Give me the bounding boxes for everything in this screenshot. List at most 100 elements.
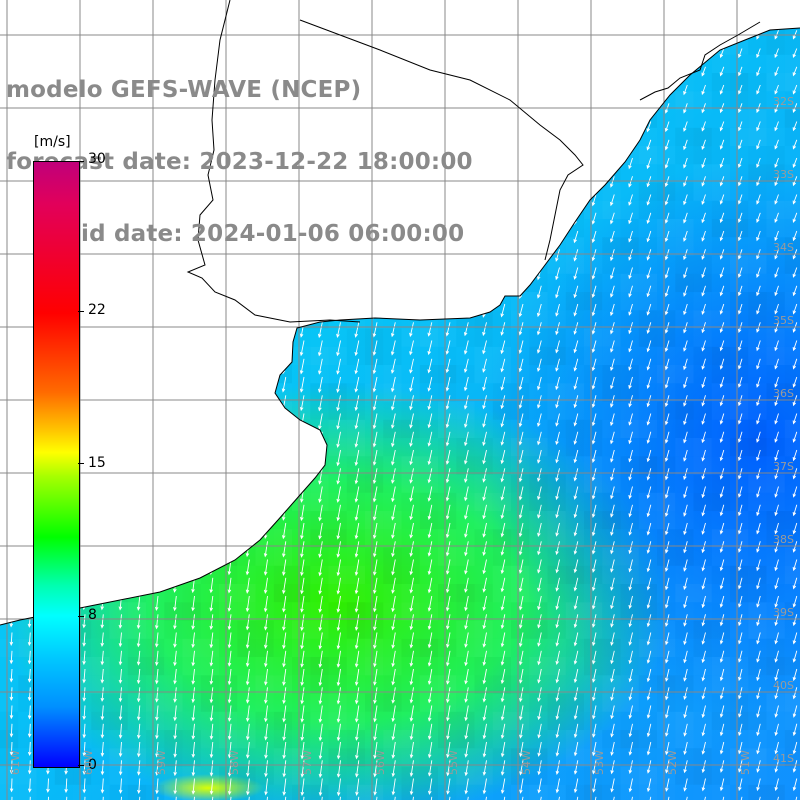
wind-arrow: [628, 376, 633, 390]
wind-arrow: [282, 577, 287, 595]
wind-arrow: [792, 522, 798, 535]
wind-arrow: [373, 723, 378, 741]
wind-arrow: [701, 139, 706, 150]
wind-arrow: [573, 285, 579, 299]
lon-label: 52W: [666, 750, 679, 775]
wind-arrow: [683, 267, 688, 279]
wind-arrow: [665, 705, 670, 719]
wind-arrow: [191, 687, 195, 704]
wind-arrow: [683, 541, 688, 554]
wind-arrow: [683, 212, 688, 224]
wind-arrow: [537, 705, 542, 721]
wind-arrow: [155, 687, 159, 703]
wind-arrow: [263, 541, 268, 558]
wind-arrow: [738, 577, 743, 590]
wind-arrow: [664, 541, 670, 554]
wind-arrow: [391, 595, 396, 613]
lon-label: 61W: [9, 750, 22, 775]
wind-arrow: [737, 504, 743, 517]
wind-arrow: [209, 577, 214, 594]
wind-arrow: [610, 687, 615, 702]
wind-arrow: [500, 376, 506, 391]
wind-arrow: [445, 358, 451, 374]
wind-arrow: [756, 66, 761, 77]
wind-arrow: [136, 614, 141, 630]
wind-arrow: [500, 687, 506, 703]
wind-arrow: [610, 650, 615, 665]
wind-arrow: [756, 778, 761, 792]
wind-arrow: [555, 614, 560, 629]
wind-arrow: [318, 358, 323, 375]
wind-arrow: [792, 230, 798, 242]
wind-arrow: [537, 650, 542, 666]
wind-arrow: [719, 486, 725, 498]
wind-arrow: [391, 668, 396, 686]
wind-arrow: [482, 395, 487, 410]
wind-arrow: [427, 413, 433, 429]
wind-arrow: [774, 121, 779, 132]
wind-arrow: [555, 559, 560, 574]
wind-arrow: [646, 212, 652, 224]
wind-arrow: [336, 705, 341, 723]
wind-arrow: [774, 614, 779, 627]
wind-arrow: [263, 614, 268, 631]
wind-arrow: [336, 760, 341, 778]
wind-arrow: [391, 504, 396, 521]
wind-arrow: [9, 760, 14, 775]
wind-arrow: [518, 559, 524, 574]
wind-arrow: [518, 376, 524, 391]
wind-arrow: [756, 741, 761, 755]
wind-arrow: [792, 358, 798, 370]
wind-arrow: [719, 723, 725, 737]
wind-arrow: [792, 687, 798, 700]
wind-arrow: [591, 577, 597, 592]
wind-arrow: [537, 522, 542, 538]
wind-arrow: [427, 559, 433, 576]
wind-arrow: [82, 778, 87, 794]
wind-arrow: [792, 212, 798, 223]
wind-arrow: [610, 796, 615, 800]
wind-arrow: [500, 449, 506, 465]
wind-arrow: [391, 413, 396, 429]
wind-arrow: [701, 705, 706, 719]
wind-arrow: [701, 614, 706, 627]
wind-arrow: [610, 577, 615, 592]
wind-arrow: [336, 577, 341, 595]
wind-arrow: [209, 760, 214, 777]
wind-arrow: [701, 468, 706, 480]
wind-arrow: [774, 559, 779, 572]
wind-arrow: [482, 668, 487, 685]
wind-arrow: [518, 431, 524, 446]
wind-arrow: [756, 431, 761, 443]
wind-arrow: [209, 705, 214, 722]
wind-arrow: [463, 376, 469, 392]
wind-arrow: [336, 431, 341, 449]
wind-arrow: [482, 705, 487, 722]
wind-arrow: [756, 267, 761, 278]
wind-arrow: [610, 504, 615, 518]
wind-arrow: [628, 157, 633, 170]
wind-arrow: [756, 194, 761, 205]
wind-arrow: [518, 595, 524, 611]
wind-arrow: [628, 249, 633, 261]
wind-arrow: [336, 395, 341, 412]
lon-label: 58W: [228, 750, 241, 775]
wind-arrow: [245, 705, 250, 723]
wind-arrow: [390, 340, 396, 356]
wind-arrow: [155, 650, 159, 667]
wind-arrow: [573, 340, 579, 354]
wind-arrow: [738, 559, 743, 572]
wind-arrow: [391, 541, 396, 558]
wind-arrow: [373, 741, 378, 759]
wind-arrow: [100, 614, 104, 629]
wind-arrow: [610, 595, 615, 610]
wind-arrow: [500, 778, 506, 795]
wind-arrow: [155, 723, 159, 740]
wind-arrow: [646, 522, 652, 536]
wind-arrow: [737, 340, 743, 352]
wind-arrow: [500, 486, 506, 501]
wind-arrow: [555, 267, 560, 281]
wind-arrow: [482, 723, 487, 740]
wind-arrow: [318, 522, 323, 540]
colorbar: [33, 161, 80, 768]
